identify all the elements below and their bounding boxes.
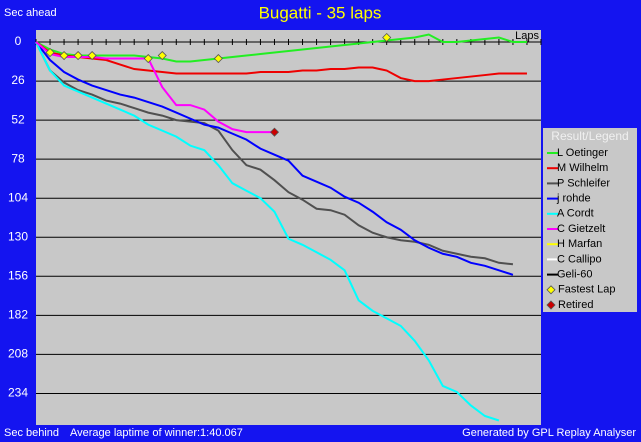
- marker: [87, 50, 97, 61]
- legend-label: M Wilhelm: [557, 162, 608, 174]
- y-label-bottom: Sec behind: [4, 427, 59, 439]
- legend-marker: [546, 285, 556, 295]
- legend-label: P Schleifer: [557, 177, 610, 189]
- y-tick-label: 130: [8, 229, 28, 243]
- legend-title: Result/Legend: [551, 129, 628, 143]
- series-line: [35, 41, 500, 422]
- footer-right: Generated by GPL Replay Analyser: [462, 427, 636, 439]
- y-tick-label: 78: [11, 151, 25, 165]
- legend-label: C Gietzelt: [557, 223, 605, 235]
- y-tick-label: 26: [11, 73, 25, 87]
- series-line: [35, 41, 514, 266]
- y-tick-label: 0: [15, 34, 22, 48]
- legend-label: A Cordt: [557, 208, 594, 220]
- y-tick-label: 208: [8, 347, 28, 361]
- marker: [269, 127, 280, 137]
- plot-area: [36, 30, 541, 425]
- series-line: [35, 41, 527, 83]
- y-tick-label: 52: [11, 112, 25, 126]
- marker: [73, 50, 83, 61]
- legend-box: [543, 128, 637, 312]
- legend-label: Retired: [558, 299, 593, 311]
- series-line: [35, 33, 527, 63]
- marker: [213, 53, 223, 64]
- legend-label: Geli-60: [557, 269, 592, 281]
- marker: [157, 50, 167, 61]
- y-tick-label: 104: [8, 190, 28, 204]
- x-label: Laps: [515, 30, 539, 42]
- legend-label: H Marfan: [557, 238, 602, 250]
- y-tick-label: 156: [8, 268, 28, 282]
- y-tick-label: 234: [8, 386, 28, 400]
- y-label-top: Sec ahead: [4, 7, 57, 19]
- legend-label: Fastest Lap: [558, 284, 615, 296]
- legend-label: j rohde: [556, 193, 591, 205]
- legend-marker: [546, 300, 556, 310]
- legend-label: L Oetinger: [557, 147, 608, 159]
- chart-title: Bugatti - 35 laps: [259, 3, 382, 22]
- marker: [45, 47, 55, 58]
- y-tick-label: 182: [8, 308, 28, 322]
- marker: [59, 50, 69, 61]
- footer-left: Average laptime of winner:1:40.067: [70, 427, 243, 439]
- legend-label: C Callipo: [557, 253, 602, 265]
- series-line: [35, 41, 514, 276]
- marker: [382, 32, 392, 43]
- marker: [143, 53, 153, 64]
